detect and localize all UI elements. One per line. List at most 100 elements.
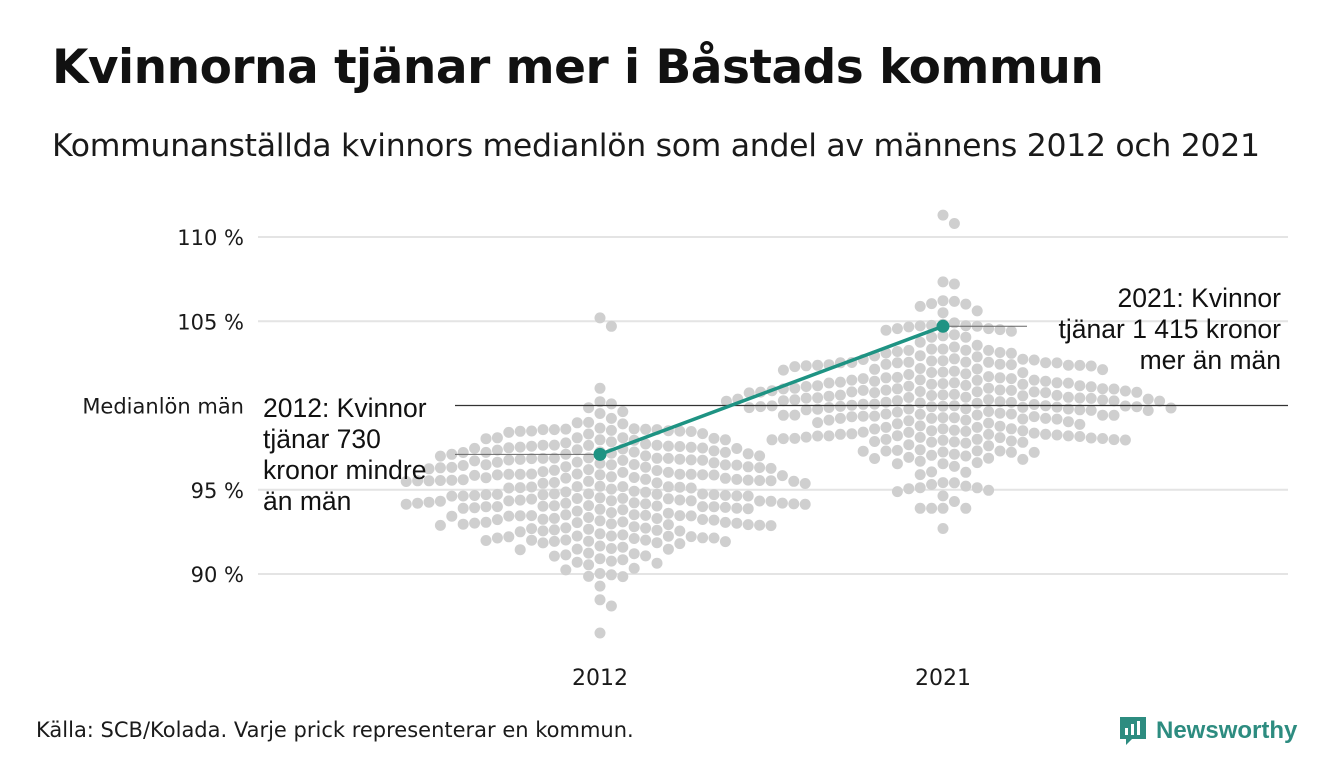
municipality-dot	[937, 423, 949, 435]
annotation-2012-line: kronor mindre	[263, 455, 426, 485]
municipality-dot	[880, 358, 892, 370]
annotation-2021-line: mer än män	[1140, 345, 1281, 375]
reference-line-group: Medianlön män	[82, 395, 1288, 419]
municipality-dot	[583, 570, 595, 582]
grid-lines	[258, 236, 1288, 575]
municipality-dot	[503, 426, 515, 438]
municipality-dot	[1154, 395, 1166, 407]
municipality-dot	[1097, 433, 1109, 444]
municipality-dot	[743, 387, 755, 399]
municipality-dot	[469, 455, 481, 467]
municipality-dot	[937, 389, 949, 401]
municipality-dot	[548, 488, 560, 500]
municipality-dot	[948, 388, 960, 400]
municipality-dot	[719, 489, 731, 501]
municipality-dot	[400, 476, 412, 487]
municipality-dot	[537, 489, 549, 501]
municipality-dot	[526, 453, 538, 465]
chart-title: Kvinnorna tjänar mer i Båstads kommun	[52, 40, 1104, 95]
municipality-dot	[594, 553, 606, 565]
municipality-dot	[799, 478, 811, 489]
municipality-dot	[971, 457, 983, 469]
municipality-dot	[903, 392, 915, 403]
municipality-dot	[834, 389, 846, 401]
municipality-dot	[937, 523, 949, 534]
municipality-dot	[605, 320, 617, 332]
municipality-dot	[526, 425, 538, 437]
municipality-dot	[571, 530, 583, 542]
municipality-dot	[514, 544, 526, 556]
municipality-dot	[823, 414, 835, 426]
municipality-dots	[400, 209, 1177, 639]
municipality-dot	[937, 434, 949, 446]
municipality-dot	[594, 580, 606, 592]
municipality-dot	[685, 510, 697, 522]
municipality-dot	[594, 469, 606, 481]
municipality-dot	[423, 496, 435, 508]
municipality-dot	[719, 434, 731, 446]
municipality-dot	[971, 386, 983, 398]
municipality-dot	[571, 556, 583, 568]
municipality-dot	[891, 357, 903, 369]
municipality-dot	[903, 451, 915, 463]
municipality-dot	[446, 448, 458, 460]
municipality-dot	[1051, 357, 1063, 369]
municipality-dot	[708, 457, 720, 469]
municipality-dot	[937, 355, 949, 367]
municipality-dot	[857, 426, 869, 438]
municipality-dot	[685, 482, 697, 494]
municipality-dot	[1017, 453, 1029, 465]
municipality-dot	[994, 432, 1006, 444]
municipality-dot	[994, 324, 1006, 336]
municipality-dot	[571, 481, 583, 493]
municipality-dot	[983, 371, 995, 383]
municipality-dot	[1108, 395, 1120, 407]
municipality-dot	[937, 412, 949, 424]
municipality-dot	[560, 461, 572, 473]
municipality-dot	[685, 441, 697, 453]
municipality-dot	[926, 378, 938, 390]
municipality-dot	[891, 430, 903, 442]
municipality-dot	[537, 537, 549, 549]
municipality-dot	[628, 533, 640, 544]
municipality-dot	[926, 412, 938, 424]
municipality-dot	[583, 475, 595, 487]
municipality-dot	[594, 594, 606, 606]
municipality-dot	[674, 468, 686, 480]
municipality-dot	[731, 459, 743, 471]
municipality-dot	[617, 406, 629, 418]
municipality-dot	[617, 554, 629, 566]
municipality-dot	[1005, 446, 1017, 458]
municipality-dot	[812, 417, 824, 429]
municipality-dot	[903, 426, 915, 438]
brand-logo[interactable]: Newsworthy	[1118, 714, 1297, 748]
municipality-dot	[914, 502, 926, 514]
municipality-dot	[903, 403, 915, 415]
municipality-dot	[583, 523, 595, 535]
municipality-dot	[766, 434, 778, 446]
municipality-dot	[548, 512, 560, 524]
municipality-dot	[800, 381, 812, 392]
municipality-dot	[1097, 383, 1109, 395]
municipality-dot	[960, 480, 972, 492]
municipality-dot	[491, 514, 503, 526]
municipality-dot	[812, 359, 824, 371]
municipality-dot	[926, 425, 938, 437]
municipality-dot	[1005, 373, 1017, 385]
municipality-dot	[1062, 377, 1074, 389]
municipality-dot	[914, 336, 926, 348]
municipality-dot	[640, 423, 652, 435]
municipality-dot	[617, 504, 629, 516]
municipality-dot	[1005, 423, 1017, 435]
x-tick-label: 2021	[915, 666, 971, 691]
municipality-dot	[1017, 367, 1029, 379]
municipality-dot	[617, 454, 629, 466]
municipality-dot	[617, 529, 629, 541]
municipality-dot	[514, 482, 526, 494]
municipality-dot	[617, 571, 629, 583]
municipality-dot	[1062, 391, 1074, 403]
municipality-dot	[948, 353, 960, 365]
municipality-dot	[1062, 416, 1074, 428]
municipality-dot	[846, 411, 858, 423]
municipality-dot	[594, 492, 606, 504]
